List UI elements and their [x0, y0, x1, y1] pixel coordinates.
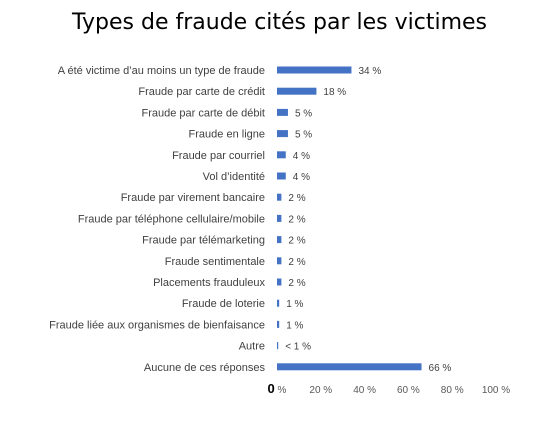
- bar: [277, 342, 279, 350]
- data-label: 2 %: [288, 278, 305, 289]
- category-label: Fraude par virement bancaire: [121, 192, 265, 204]
- bar: [277, 363, 422, 371]
- category-label: Fraude par carte de débit: [141, 107, 265, 119]
- bar: [277, 87, 317, 95]
- category-label: Placements frauduleux: [153, 277, 265, 289]
- bars-layer: A été victime d’au moins un type de frau…: [49, 65, 451, 374]
- x-tick-label: 100 %: [482, 385, 510, 396]
- data-label: 4 %: [293, 151, 310, 162]
- data-label: 4 %: [293, 172, 310, 183]
- bar: [277, 151, 286, 159]
- x-tick-label: 80 %: [441, 385, 464, 396]
- category-label: Vol d’identité: [203, 171, 265, 183]
- bar: [277, 299, 280, 307]
- data-label: 2 %: [288, 236, 305, 247]
- data-label: 5 %: [295, 108, 312, 119]
- category-label: Fraude liée aux organismes de bienfaisan…: [49, 319, 265, 331]
- bar: [277, 278, 282, 286]
- bar: [277, 130, 288, 138]
- category-label: Fraude par carte de crédit: [138, 86, 265, 98]
- category-label: Fraude par téléphone cellulaire/mobile: [78, 213, 265, 225]
- bar: [277, 236, 282, 244]
- bar: [277, 172, 286, 180]
- data-label: 34 %: [358, 66, 381, 77]
- data-label: 66 %: [429, 363, 452, 374]
- bar: [277, 193, 282, 201]
- data-label: 5 %: [295, 130, 312, 141]
- data-label: 2 %: [288, 214, 305, 225]
- category-label: Fraude de loterie: [182, 298, 265, 310]
- bar: [277, 214, 282, 222]
- bar: [277, 320, 280, 328]
- chart-title: Types de fraude cités par les victimes: [72, 10, 487, 35]
- category-label: Fraude par télémarketing: [142, 235, 265, 247]
- data-label: 2 %: [288, 193, 305, 204]
- category-label: Fraude en ligne: [189, 129, 265, 141]
- category-label: Fraude par courriel: [172, 150, 265, 162]
- x-tick-label: 0 %: [268, 381, 287, 396]
- data-label: 1 %: [286, 320, 303, 331]
- data-label: 2 %: [288, 257, 305, 268]
- bar: [277, 108, 288, 116]
- data-label: 18 %: [323, 87, 346, 98]
- category-label: Aucune de ces réponses: [144, 362, 266, 374]
- x-tick-label: 60 %: [397, 385, 420, 396]
- category-label: Autre: [239, 341, 265, 353]
- x-tick-label: 40 %: [353, 385, 376, 396]
- category-label: Fraude sentimentale: [165, 256, 265, 268]
- bar: [277, 66, 352, 74]
- x-axis-ticks: 0 % 20 % 40 % 60 % 80 % 100 %: [268, 381, 511, 396]
- x-tick-label: 20 %: [309, 385, 332, 396]
- category-label: A été victime d’au moins un type de frau…: [58, 65, 265, 77]
- bar: [277, 257, 282, 265]
- data-label: 1 %: [286, 299, 303, 310]
- data-label: < 1 %: [285, 342, 311, 353]
